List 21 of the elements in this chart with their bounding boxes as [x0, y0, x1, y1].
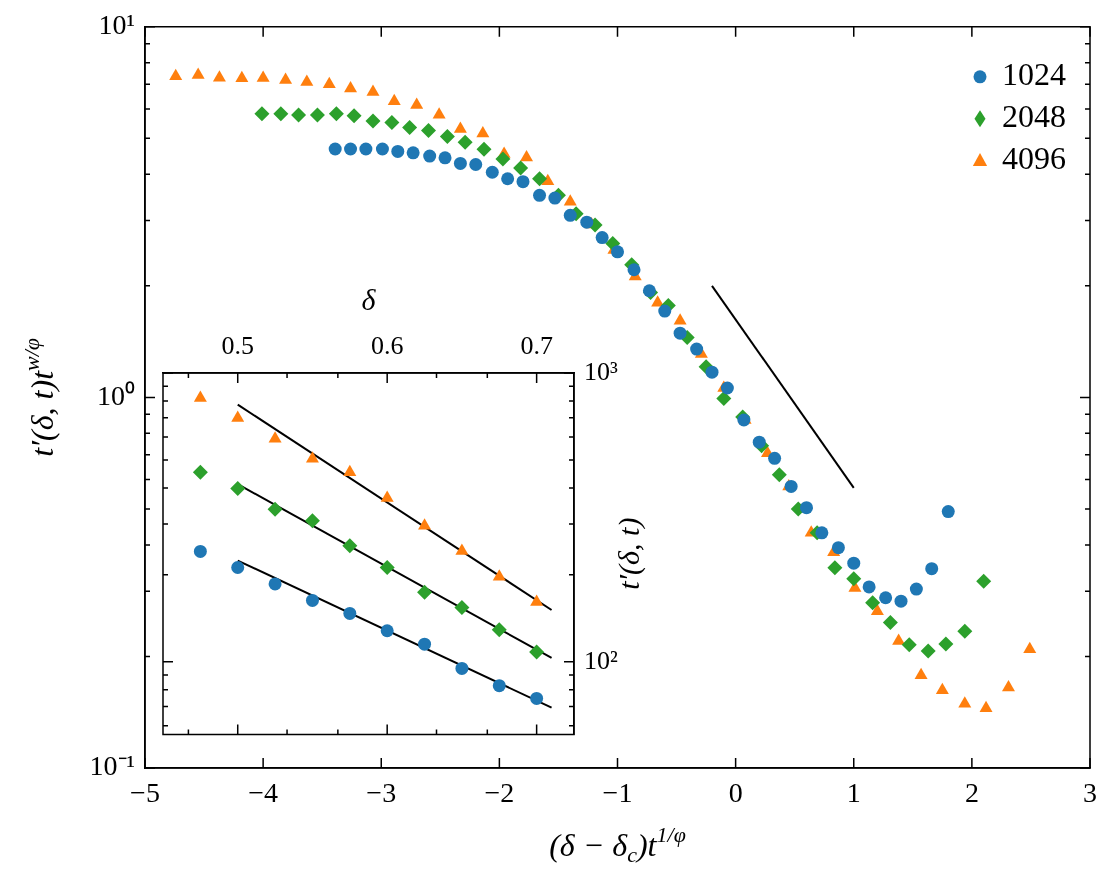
- x-tick-label: 1: [846, 777, 861, 809]
- x-axis-title: δ: [361, 282, 377, 316]
- x-tick-label: −1: [602, 777, 633, 809]
- legend-label: 4096: [1002, 140, 1066, 177]
- x-tick-label: 3: [1083, 777, 1097, 809]
- y-tick-label: 10¹: [98, 9, 135, 41]
- legend-label: 2048: [1002, 98, 1066, 135]
- y-axis-title: t′(δ, t)tw/φ: [18, 337, 61, 457]
- x-tick-label: 2: [964, 777, 979, 809]
- y-tick-label: 10³: [584, 356, 618, 386]
- x-tick-label: 0.6: [370, 331, 404, 361]
- y-tick-label: 10²: [584, 645, 618, 675]
- y-axis-title: t′(δ, t): [611, 517, 646, 590]
- x-tick-label: 0.7: [520, 331, 553, 361]
- x-tick-label: 0.5: [221, 331, 254, 361]
- x-tick-label: −3: [366, 777, 397, 809]
- x-tick-label: 0: [728, 777, 743, 809]
- x-tick-label: −2: [484, 777, 515, 809]
- legend-label: 1024: [1002, 56, 1066, 93]
- y-tick-label: 10⁰: [97, 379, 135, 411]
- x-tick-label: −4: [248, 777, 279, 809]
